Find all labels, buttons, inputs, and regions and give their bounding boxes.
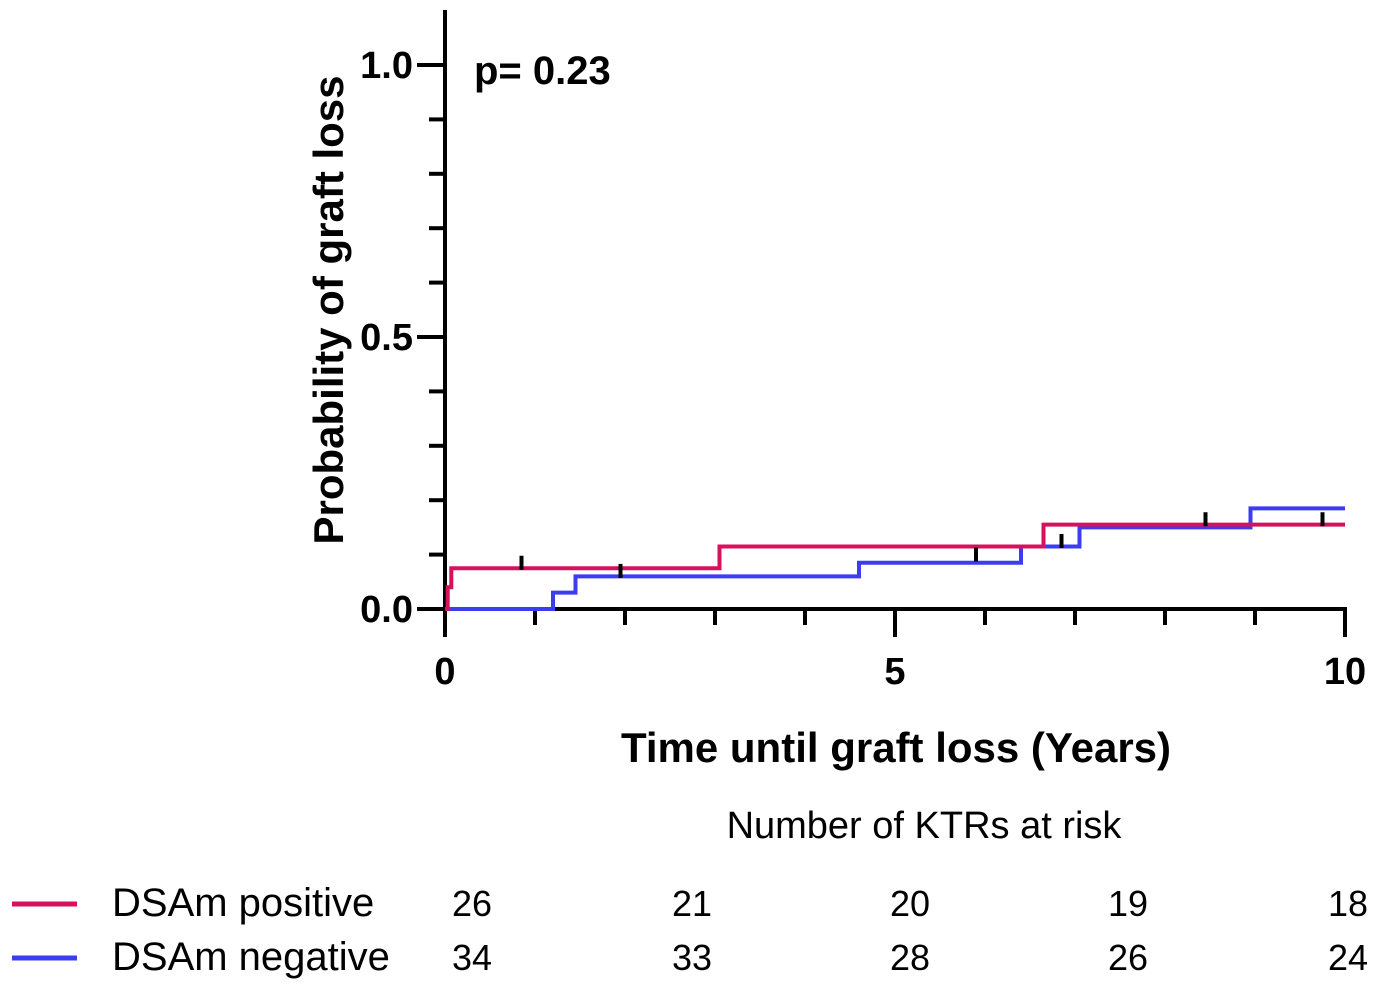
risk-row-label: DSAm negative	[112, 935, 390, 979]
y-tick-label: 1.0	[360, 45, 413, 87]
risk-count: 19	[1108, 883, 1148, 924]
series-line-dsam-positive	[445, 522, 1345, 611]
y-axis-title: Probability of graft loss	[305, 75, 352, 544]
risk-count: 34	[452, 937, 492, 978]
series-line-dsam-negative	[445, 506, 1345, 611]
series-layer	[445, 506, 1345, 611]
x-tick-label: 10	[1324, 651, 1366, 693]
risk-count: 26	[452, 883, 492, 924]
x-tick-label: 5	[884, 651, 905, 693]
risk-count: 24	[1328, 937, 1368, 978]
risk-table-title: Number of KTRs at risk	[727, 805, 1123, 847]
axes: 0.0 0.5 1.0 0 5 10	[360, 10, 1366, 693]
risk-count: 33	[672, 937, 712, 978]
risk-count: 18	[1328, 883, 1368, 924]
risk-count: 21	[672, 883, 712, 924]
risk-row-label: DSAm positive	[112, 881, 374, 925]
risk-count: 26	[1108, 937, 1148, 978]
p-value-annotation: p= 0.23	[474, 49, 611, 93]
x-axis-title: Time until graft loss (Years)	[621, 724, 1171, 771]
risk-count: 28	[890, 937, 930, 978]
y-tick-label: 0.5	[360, 317, 413, 359]
risk-table: DSAm positive 26 21 20 19 18 DSAm negative 34 33…	[12, 881, 1368, 979]
risk-count: 20	[890, 883, 930, 924]
x-tick-label: 0	[434, 651, 455, 693]
labels: p= 0.23 Time until graft loss (Years) Pr…	[305, 49, 1171, 847]
y-tick-label: 0.0	[360, 589, 413, 631]
